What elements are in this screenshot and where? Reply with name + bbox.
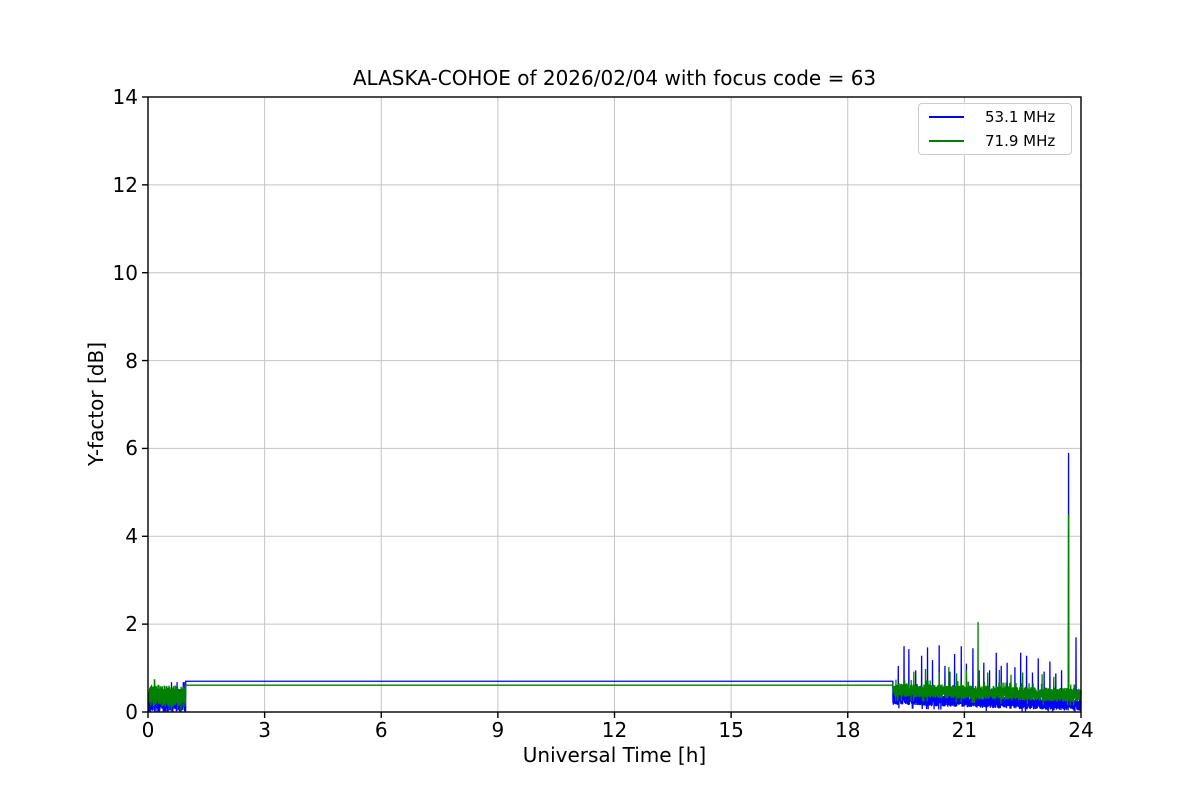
y-tick-label: 12 — [112, 172, 138, 197]
x-tick-label: 18 — [835, 718, 861, 742]
x-tick-label: 9 — [491, 718, 505, 742]
chart-title: ALASKA-COHOE of 2026/02/04 with focus co… — [352, 66, 877, 90]
x-tick-label: 21 — [951, 718, 978, 742]
legend-entry-label: 71.9 MHz — [985, 132, 1056, 150]
y-axis-label: Y-factor [dB] — [84, 341, 108, 467]
y-tick-label: 4 — [125, 524, 138, 549]
legend-entry: 53.1 MHz — [927, 106, 1063, 128]
x-tick-label: 12 — [601, 718, 628, 742]
y-tick-label: 2 — [125, 612, 138, 637]
y-tick-label: 14 — [112, 85, 138, 109]
y-tick-label: 10 — [112, 260, 138, 285]
x-tick-label: 0 — [141, 718, 155, 742]
legend: 53.1 MHz 71.9 MHz — [918, 103, 1072, 155]
x-tick-label: 24 — [1068, 718, 1094, 742]
x-tick-label: 15 — [718, 718, 744, 742]
x-tick-label: 6 — [374, 718, 388, 742]
y-tick-label: 0 — [125, 700, 138, 724]
legend-line-sample — [929, 116, 964, 118]
legend-entry: 71.9 MHz — [927, 130, 1063, 152]
y-tick-label: 8 — [125, 348, 138, 373]
x-tick-label: 3 — [258, 718, 271, 742]
series-line-71-9-mhz — [148, 514, 1082, 712]
y-tick-label: 6 — [125, 436, 138, 461]
legend-line-sample — [929, 140, 964, 142]
x-axis-label: Universal Time [h] — [522, 743, 707, 767]
legend-entry-label: 53.1 MHz — [985, 108, 1056, 126]
